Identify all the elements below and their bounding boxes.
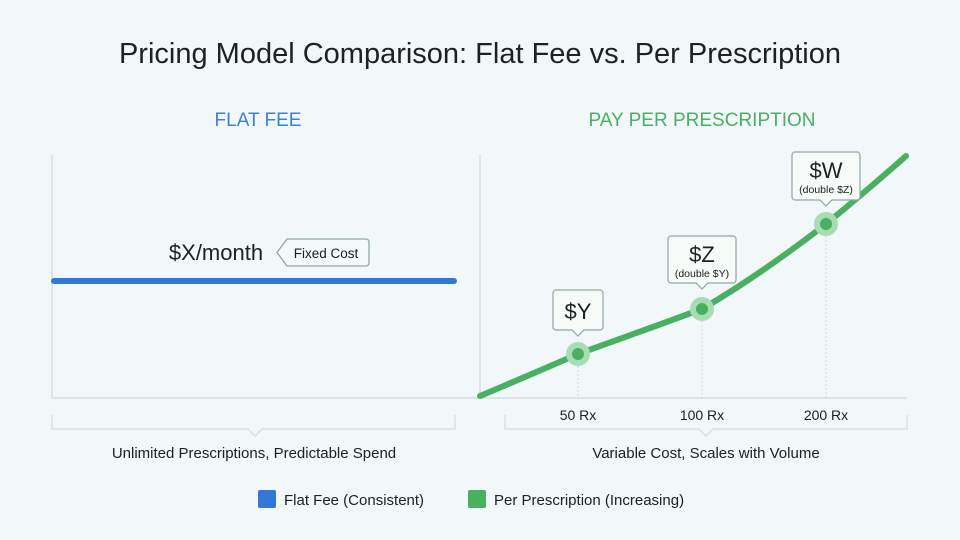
legend-swatch-per	[468, 490, 486, 508]
flat-caption: Unlimited Prescriptions, Predictable Spe…	[112, 445, 396, 462]
legend-swatch-flat	[258, 490, 276, 508]
x-tick-label: 200 Rx	[804, 407, 848, 423]
per-rx-chart: $Y 50 Rx $Z(double $Y) 100 Rx $W(double $Z) 2…	[477, 151, 909, 423]
x-tick-label: 50 Rx	[560, 407, 597, 423]
data-point	[572, 348, 584, 360]
callout-value: $Z	[689, 242, 715, 267]
per-caption: Variable Cost, Scales with Volume	[592, 445, 819, 462]
callout-note: (double $Z)	[799, 184, 853, 196]
flat-bracket	[51, 415, 456, 437]
per-rx-heading: PAY PER PRESCRIPTION	[589, 110, 816, 131]
fixed-cost-tag-label: Fixed Cost	[294, 246, 359, 261]
page-title: Pricing Model Comparison: Flat Fee vs. P…	[119, 38, 841, 70]
callout-value: $Y	[565, 299, 592, 324]
callout-box	[791, 151, 861, 207]
legend-label-flat: Flat Fee (Consistent)	[284, 492, 424, 509]
flat-fee-heading: FLAT FEE	[215, 110, 302, 131]
data-point	[820, 218, 832, 230]
fixed-cost-tag	[276, 238, 370, 267]
legend-label-per: Per Prescription (Increasing)	[494, 492, 684, 509]
callout-value: $W	[810, 158, 843, 183]
flat-price-label: $X/month	[169, 240, 263, 265]
callout-box	[667, 235, 737, 290]
per-bracket	[504, 415, 908, 437]
callout-note: (double $Y)	[675, 268, 729, 280]
callout-box	[552, 289, 604, 337]
x-tick-label: 100 Rx	[680, 407, 724, 423]
data-point	[696, 303, 708, 315]
